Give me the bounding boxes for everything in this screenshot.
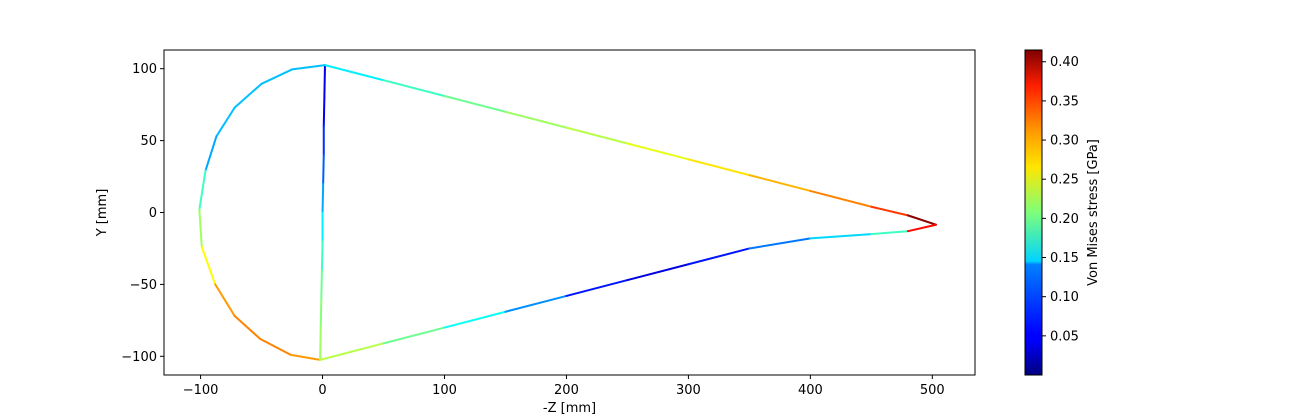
stress-segment-2-5 <box>626 142 690 161</box>
x-tick-label: 500 <box>920 383 945 398</box>
stress-lines <box>198 64 937 361</box>
plot-frame <box>163 49 976 376</box>
colorbar-tick-label: 0.10 <box>1050 290 1079 305</box>
colorbar-gradient <box>1025 50 1042 375</box>
x-axis-ticks: −100 0 100 200 300 400 500 <box>183 375 945 398</box>
stress-segment-3-3 <box>504 294 568 313</box>
y-axis-label: Y [mm] <box>95 189 110 238</box>
stress-segment-3-7 <box>748 237 812 250</box>
stress-segment-0-5 <box>198 169 207 211</box>
colorbar-tick-label: 0.35 <box>1050 94 1079 109</box>
colorbar-label: Von Mises stress [GPa] <box>1086 139 1101 286</box>
stress-segment-1-4 <box>321 182 325 214</box>
stress-segment-3-10 <box>906 223 937 233</box>
stress-segment-2-6 <box>687 158 751 177</box>
stress-segment-1-6 <box>320 240 324 272</box>
stress-segment-1-8 <box>319 297 323 329</box>
colorbar-tick-label: 0.25 <box>1050 173 1079 188</box>
stress-segment-2-9 <box>870 205 909 217</box>
stress-segment-2-2 <box>443 95 507 113</box>
stress-segment-0-4 <box>204 135 218 172</box>
stress-segment-1-9 <box>319 326 322 361</box>
y-tick-label: −100 <box>121 350 157 365</box>
stress-segment-3-0 <box>319 342 385 361</box>
stress-segment-1-3 <box>322 153 325 185</box>
colorbar-ticks: 0.05 0.10 0.15 0.20 0.25 0.30 0.35 0.40 <box>1042 55 1079 344</box>
colorbar-frame <box>1024 49 1043 376</box>
stress-segment-0-0 <box>291 64 326 71</box>
stress-segment-0-3 <box>215 106 236 138</box>
stress-segment-2-4 <box>565 126 629 145</box>
stress-segment-3-4 <box>565 279 629 297</box>
stress-segment-2-8 <box>809 189 873 208</box>
colorbar: 0.05 0.10 0.15 0.20 0.25 0.30 0.35 0.40 Von Mis… <box>1024 49 1101 376</box>
x-tick-label: 200 <box>554 383 579 398</box>
stress-segment-0-7 <box>200 246 217 286</box>
x-tick-label: 0 <box>318 383 326 398</box>
stress-segment-0-11 <box>289 353 322 361</box>
stress-segment-1-7 <box>320 269 323 300</box>
stress-segment-0-10 <box>259 338 292 356</box>
stress-segment-0-2 <box>233 82 263 109</box>
y-tick-label: −50 <box>130 278 157 293</box>
stress-segment-1-1 <box>322 96 326 128</box>
stress-segment-2-3 <box>504 110 568 129</box>
stress-segment-3-1 <box>382 326 446 345</box>
y-tick-label: 100 <box>132 62 157 77</box>
stress-segment-3-5 <box>626 263 690 282</box>
colorbar-tick-label: 0.15 <box>1050 251 1079 266</box>
stress-segment-3-8 <box>809 233 873 240</box>
stress-segment-2-7 <box>748 174 812 192</box>
stress-segment-1-0 <box>323 64 326 99</box>
x-tick-label: −100 <box>183 383 219 398</box>
stress-segment-0-8 <box>214 283 236 318</box>
stress-segment-3-2 <box>443 310 507 329</box>
y-axis-ticks: −100 −50 0 50 100 <box>121 62 164 365</box>
colorbar-tick-label: 0.20 <box>1050 212 1079 227</box>
stress-segment-3-6 <box>687 247 751 266</box>
stress-segment-3-9 <box>870 230 909 236</box>
colorbar-tick-label: 0.30 <box>1050 134 1079 149</box>
colorbar-tick-label: 0.40 <box>1050 55 1079 70</box>
stress-segment-0-6 <box>198 208 203 249</box>
x-axis-label: -Z [mm] <box>543 401 596 416</box>
y-tick-label: 50 <box>140 134 157 149</box>
stress-segment-2-10 <box>906 214 937 226</box>
stress-segment-0-1 <box>260 68 294 85</box>
stress-segment-2-0 <box>323 64 385 82</box>
x-tick-label: 100 <box>432 383 457 398</box>
stress-segment-0-9 <box>233 315 262 341</box>
x-tick-label: 400 <box>798 383 823 398</box>
y-tick-label: 0 <box>149 206 157 221</box>
x-tick-label: 300 <box>676 383 701 398</box>
stress-segment-2-1 <box>382 79 446 98</box>
colorbar-tick-label: 0.05 <box>1050 329 1079 344</box>
